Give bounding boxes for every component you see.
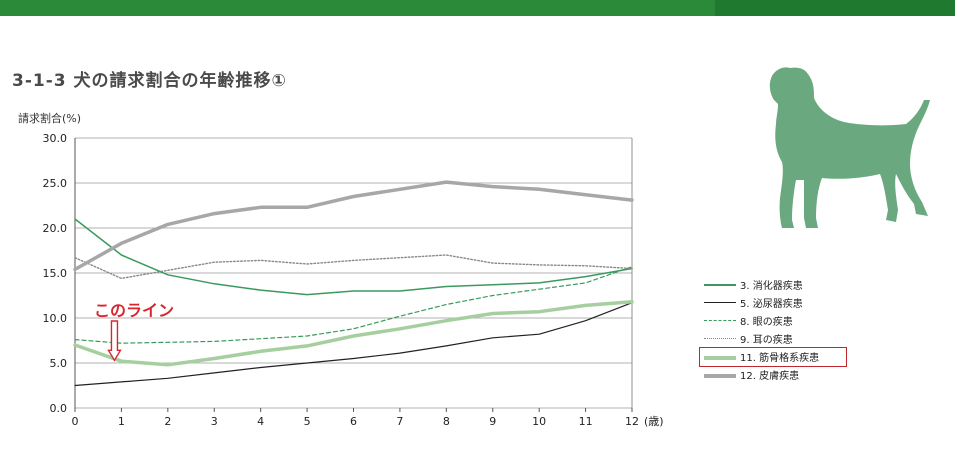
legend-item: 3. 消化器疾患 [700,276,850,294]
chart-title: 3-1-3 犬の請求割合の年齢推移① [12,71,287,91]
y-tick-label: 15.0 [43,267,68,280]
x-tick-label: 7 [396,415,403,428]
x-tick-label: 6 [350,415,357,428]
dog-silhouette-icon [769,67,930,228]
legend-item: 8. 眼の疾患 [700,312,850,330]
legend-item: 5. 泌尿器疾患 [700,294,850,312]
legend-swatch [704,356,736,360]
legend-swatch [704,320,736,321]
x-tick-label: 2 [164,415,171,428]
legend-label: 5. 泌尿器疾患 [740,299,803,310]
series-line-3 [74,254,633,280]
legend-label: 8. 眼の疾患 [740,317,793,328]
header-bar-shade [715,0,955,16]
legend-swatch [704,338,736,339]
legend-label: 12. 皮膚疾患 [740,371,800,382]
x-tick-label: 3 [211,415,218,428]
x-axis-label: (歳) [644,415,664,428]
series-line-0 [74,218,633,296]
legend-swatch [704,284,736,286]
series-line-5 [73,180,634,272]
y-tick-label: 25.0 [43,177,68,190]
y-tick-label: 5.0 [50,357,68,370]
series-line-4 [73,300,634,367]
header-bar [0,0,955,16]
legend-item: 12. 皮膚疾患 [700,366,850,384]
series-line-1 [74,302,633,387]
legend-label: 11. 筋骨格系疾患 [740,353,820,364]
legend-label: 9. 耳の疾患 [740,335,793,346]
annotation-text: このライン [94,301,175,320]
down-arrow-icon [107,320,122,362]
y-axis-label: 請求割合(%) [18,112,82,125]
x-tick-label: 0 [72,415,79,428]
x-tick-label: 8 [443,415,450,428]
legend-item: 9. 耳の疾患 [700,330,850,348]
x-tick-label: 9 [489,415,496,428]
y-tick-label: 30.0 [43,132,68,145]
x-tick-label: 12 [625,415,639,428]
series-line-2 [74,266,633,344]
x-tick-label: 4 [257,415,264,428]
x-tick-label: 5 [304,415,311,428]
chart-legend: 3. 消化器疾患 5. 泌尿器疾患 8. 眼の疾患 9. 耳の疾患 11. 筋骨格系疾患… [699,276,850,384]
x-tick-label: 1 [118,415,125,428]
line-chart: 0.05.010.015.020.025.030.00 1 2 3 4 5 6 7 8 9 10 11… [43,132,664,428]
y-tick-label: 20.0 [43,222,68,235]
legend-item: 11. 筋骨格系疾患 [699,347,847,367]
y-tick-label: 10.0 [43,312,68,325]
y-tick-label: 0.0 [50,402,68,415]
x-tick-label: 10 [532,415,546,428]
x-tick-label: 11 [579,415,593,428]
legend-swatch [704,302,736,303]
legend-label: 3. 消化器疾患 [740,281,803,292]
legend-swatch [704,374,736,378]
